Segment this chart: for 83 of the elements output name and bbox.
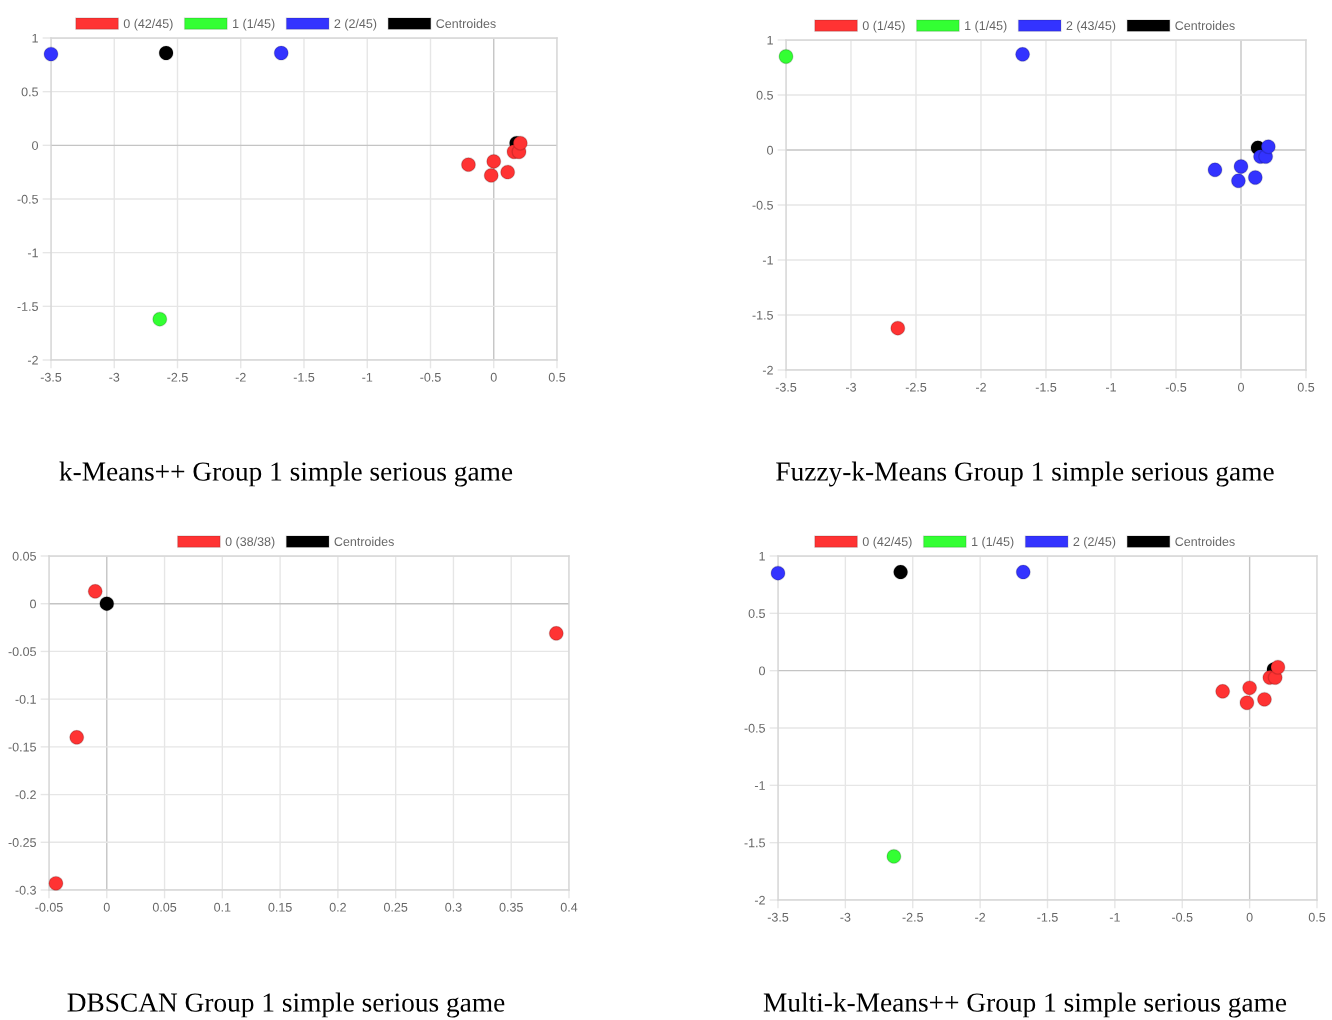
x-tick-label: 0	[1238, 382, 1244, 392]
x-tick-label: -2.5	[902, 912, 923, 922]
x-tick-label: 0	[1246, 912, 1253, 922]
y-tick-label: -0.5	[17, 194, 38, 204]
text: DBSCAN Group 1 simple serious game	[67, 992, 505, 1018]
x-tick-label: -3.5	[775, 382, 797, 392]
x-tick-label: -3	[840, 912, 851, 922]
legend-label: 0 (42/45)	[862, 536, 912, 549]
x-tick-label: 0.1	[214, 902, 231, 912]
y-tick-label: 1	[759, 551, 765, 561]
legend-label: 2 (2/45)	[334, 18, 377, 31]
legend-label: 2 (2/45)	[1073, 536, 1116, 549]
x-tick-label: -1	[1109, 912, 1120, 922]
x-tick-label: 0.35	[499, 902, 523, 912]
y-tick-label: -0.15	[8, 742, 36, 752]
legend-label: 0 (1/45)	[862, 20, 905, 33]
text: Multi-k-Means++ Group 1 simple serious game	[763, 992, 1287, 1018]
x-tick-label: -1.5	[1035, 382, 1057, 392]
x-tick-label: -3.5	[767, 912, 789, 922]
y-tick-label: -0.2	[15, 790, 36, 800]
x-tick-label: 0.5	[548, 372, 566, 382]
x-tick-label: -0.5	[420, 372, 441, 382]
x-tick-label: -2.5	[167, 372, 188, 382]
y-tick-label: -2	[754, 895, 765, 905]
legend-label: 2 (43/45)	[1066, 20, 1116, 33]
y-tick-label: 1	[767, 35, 773, 45]
text: k-Means++ Group 1 simple serious game	[59, 461, 513, 487]
x-tick-label: 0.25	[383, 902, 408, 912]
y-tick-label: -1	[754, 781, 765, 790]
y-tick-label: -1.5	[744, 838, 765, 848]
legend-label: 1 (1/45)	[972, 536, 1014, 549]
legend-label: 1 (1/45)	[233, 18, 275, 31]
y-tick-label: 0.5	[21, 87, 38, 97]
x-tick-label: -2.5	[905, 382, 927, 392]
y-tick-label: -0.5	[744, 723, 765, 733]
y-tick-label: 0.5	[756, 90, 773, 100]
y-tick-label: 0.5	[748, 609, 765, 618]
y-tick-label: 0	[30, 599, 37, 609]
y-tick-label: -1.5	[752, 310, 773, 320]
x-tick-label: -3	[109, 372, 120, 382]
y-tick-label: -2	[762, 365, 773, 375]
x-tick-label: -1.5	[1037, 912, 1058, 922]
y-tick-label: 0	[767, 145, 774, 155]
x-tick-label: 0.15	[268, 902, 292, 912]
y-tick-label: -1	[27, 248, 38, 258]
y-tick-label: 1	[32, 33, 38, 43]
legend-label: Centroides	[436, 18, 496, 29]
x-tick-label: -2	[976, 382, 986, 392]
x-tick-label: 0.5	[1308, 912, 1326, 922]
x-tick-label: 0.4	[560, 902, 578, 912]
legend-label: 1 (1/45)	[965, 20, 1007, 33]
x-tick-label: 0	[103, 902, 110, 912]
y-tick-label: 0	[32, 141, 39, 150]
x-tick-label: -1.5	[293, 372, 315, 382]
x-tick-label: -0.5	[1172, 912, 1193, 922]
y-tick-label: 0.05	[12, 551, 36, 561]
x-tick-label: 0.2	[329, 902, 346, 912]
x-tick-label: -0.5	[1165, 382, 1187, 392]
y-tick-label: -1.5	[17, 302, 38, 311]
x-tick-label: -2	[975, 912, 986, 922]
x-tick-label: 0	[490, 372, 497, 382]
x-tick-label: 0.3	[445, 902, 462, 912]
y-tick-label: -0.1	[15, 694, 36, 704]
text: Fuzzy-k-Means Group 1 simple serious game	[776, 461, 1274, 487]
legend-label: Centroides	[1175, 536, 1235, 547]
y-tick-label: -0.05	[8, 647, 36, 657]
legend-label: 0 (38/38)	[225, 536, 275, 549]
y-tick-label: -0.25	[8, 838, 36, 847]
x-tick-label: -3.5	[40, 372, 62, 382]
x-tick-label: 0.05	[152, 902, 177, 912]
legend-label: Centroides	[1175, 20, 1235, 31]
x-tick-label: 0.5	[1297, 382, 1315, 392]
y-tick-label: 0	[759, 666, 766, 676]
y-tick-label: -0.5	[752, 200, 773, 210]
x-tick-label: -2	[235, 372, 246, 382]
x-tick-label: -1	[362, 372, 373, 382]
y-tick-label: -1	[762, 255, 773, 265]
y-tick-label: -2	[27, 355, 38, 365]
legend-label: 0 (42/45)	[123, 18, 173, 31]
x-tick-label: -1	[1106, 382, 1116, 392]
x-tick-label: -3	[846, 382, 857, 392]
legend-label: Centroides	[334, 536, 394, 547]
y-tick-label: -0.3	[15, 885, 36, 895]
